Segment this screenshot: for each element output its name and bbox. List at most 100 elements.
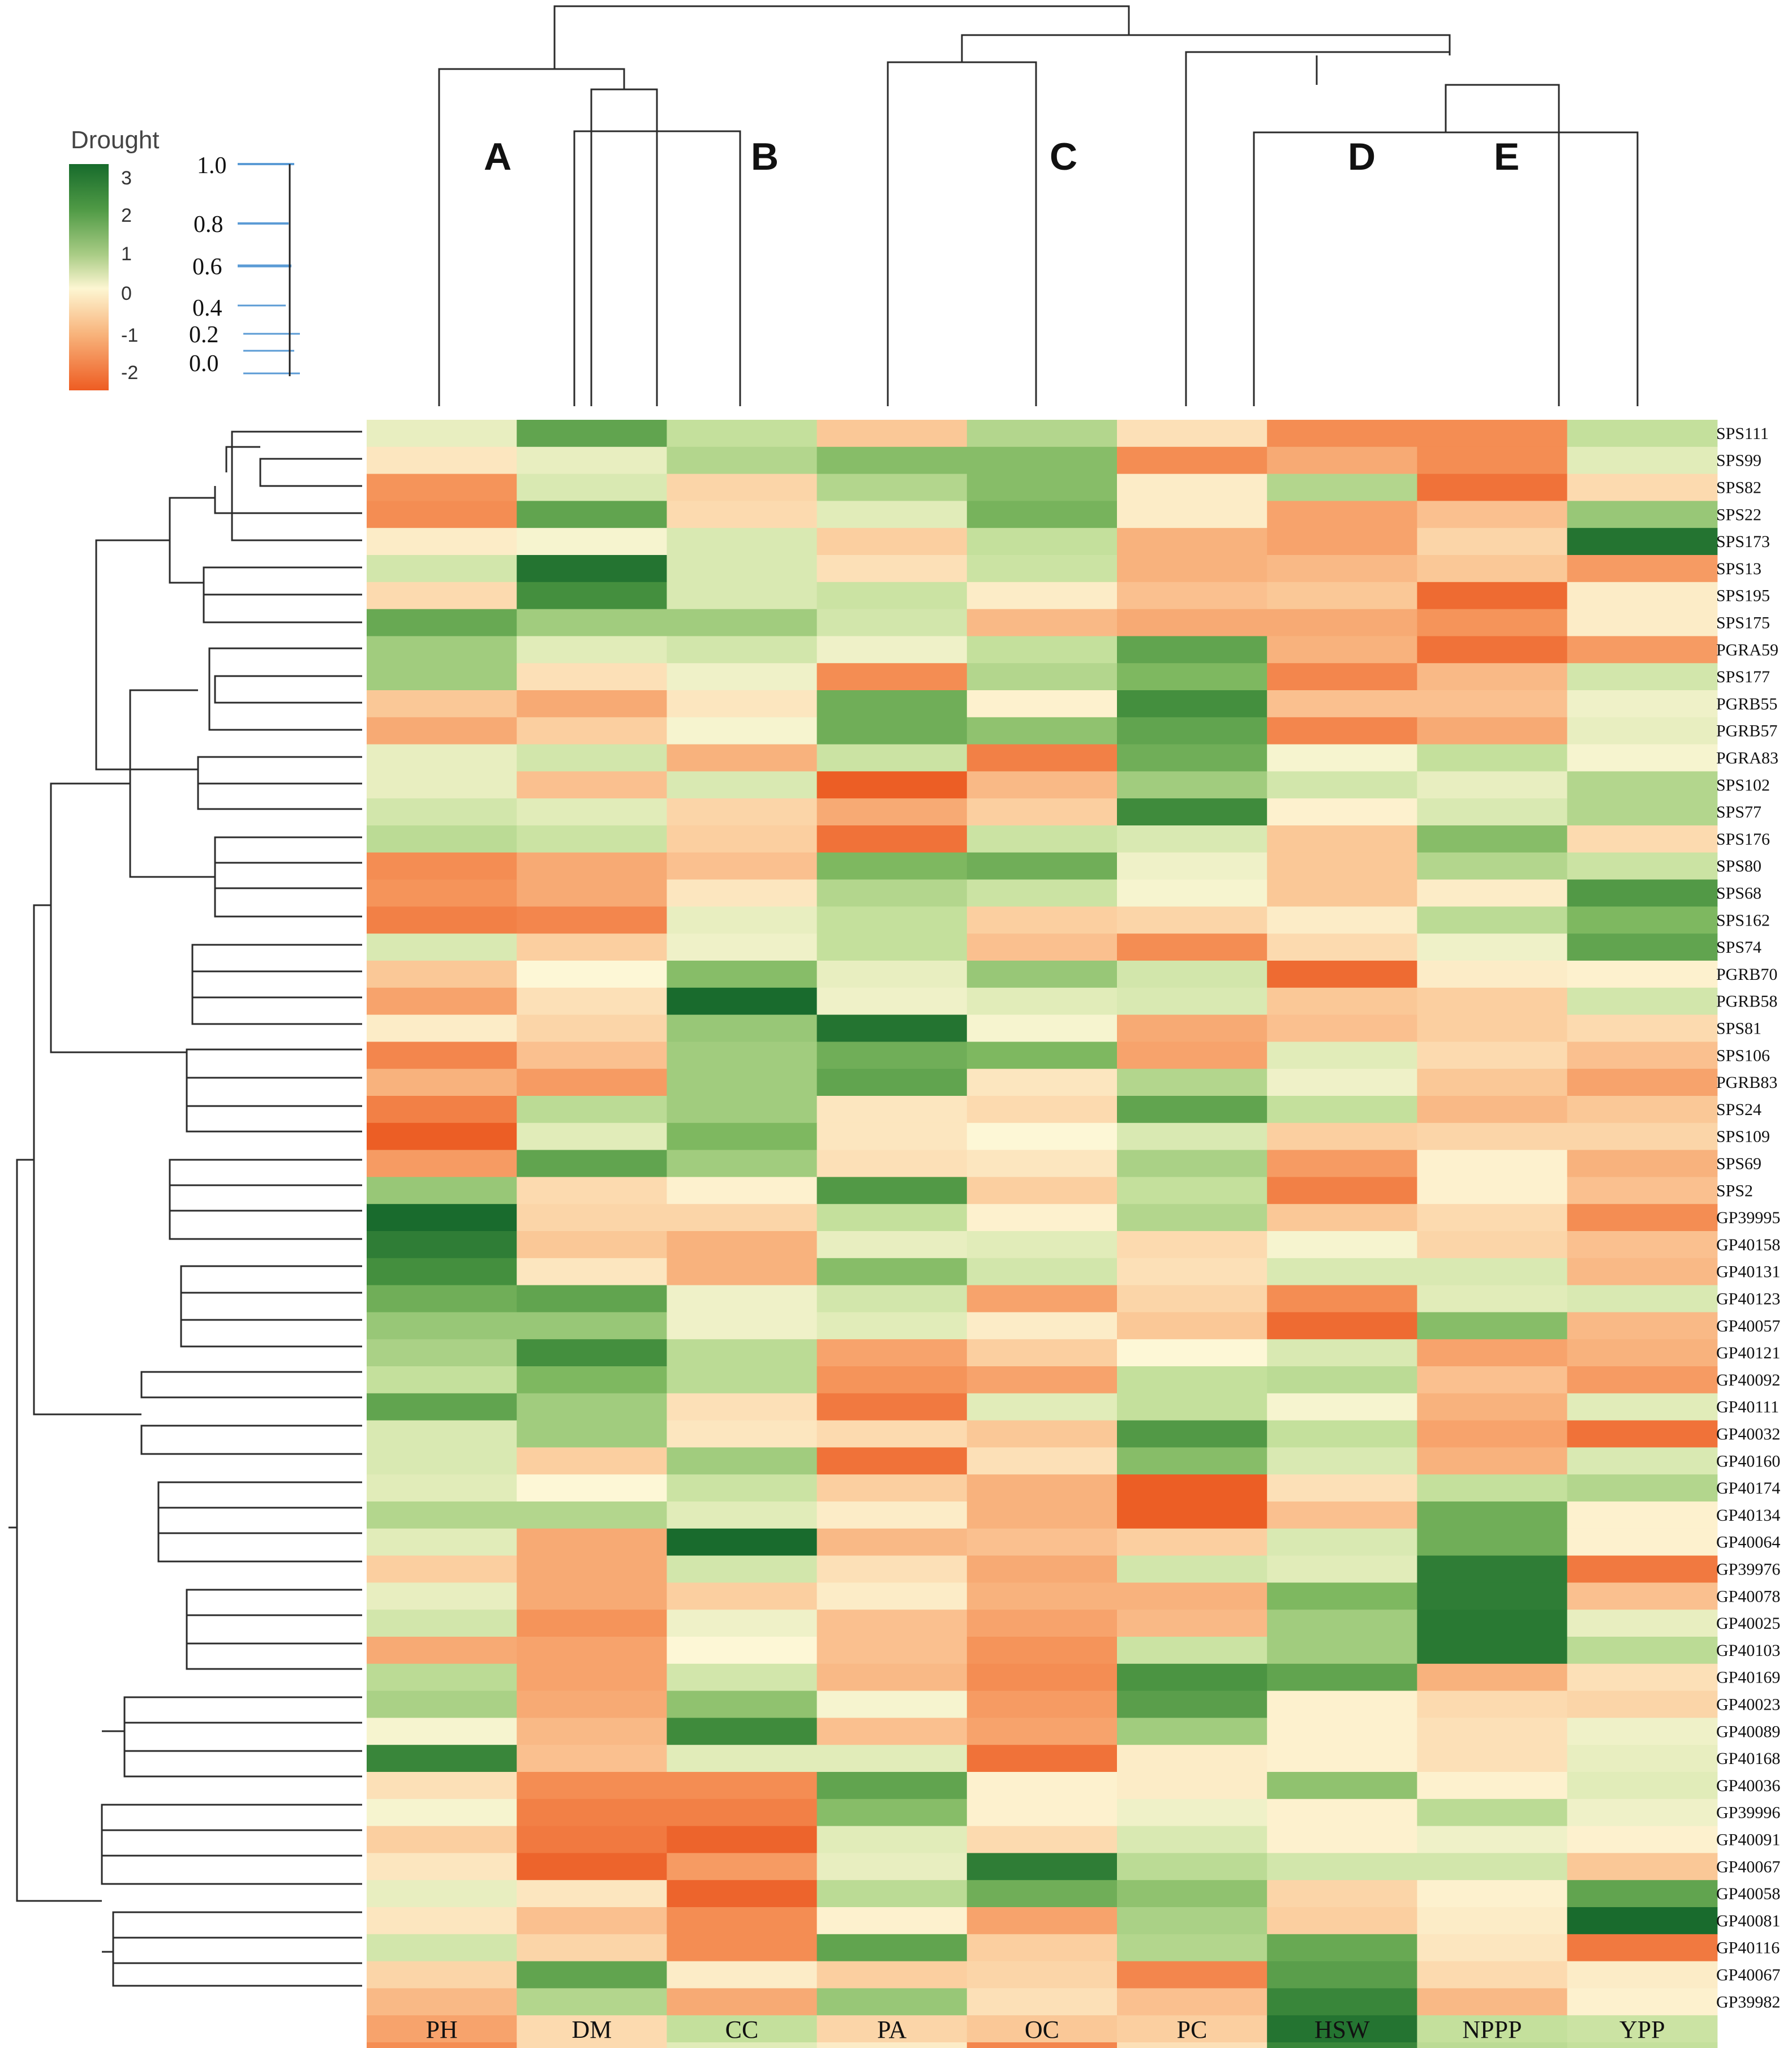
heatmap-cell xyxy=(1417,933,1568,961)
heatmap-cell xyxy=(1117,690,1267,718)
heatmap-cell xyxy=(667,582,818,610)
column-dendrogram: A B C D E xyxy=(438,5,1639,406)
heatmap-cell xyxy=(966,636,1118,664)
heatmap-cell xyxy=(667,744,818,772)
heatmap-cell xyxy=(1567,609,1718,636)
heatmap-cell xyxy=(966,1934,1118,1962)
row-label: GP40103 xyxy=(1716,1641,1780,1660)
heatmap-cell xyxy=(1417,1772,1568,1800)
heatmap-cell xyxy=(667,1718,818,1745)
heatmap-cell xyxy=(966,987,1118,1016)
heatmap-cell xyxy=(1567,1610,1718,1637)
heatmap-cell xyxy=(667,1204,818,1232)
heatmap-cell xyxy=(1567,1096,1718,1124)
heatmap-cell xyxy=(966,1285,1118,1313)
heatmap-cell xyxy=(1267,961,1417,988)
heatmap-cell xyxy=(667,2042,818,2048)
heatmap-cell xyxy=(966,717,1118,745)
heatmap-cell xyxy=(817,1069,968,1096)
heatmap-cell xyxy=(517,1042,667,1069)
row-label: GP40067 xyxy=(1716,1966,1780,1985)
heatmap-cell xyxy=(1567,555,1718,583)
heatmap-cell xyxy=(1417,987,1568,1016)
heatmap-cell xyxy=(1267,1231,1417,1259)
heatmap-cell xyxy=(1267,1096,1417,1124)
heatmap-cell xyxy=(1417,420,1568,448)
heatmap-cell xyxy=(1567,1637,1718,1664)
heatmap-cell xyxy=(517,663,667,691)
heatmap-cell xyxy=(966,1853,1118,1881)
row-label: SPS195 xyxy=(1716,587,1770,605)
heatmap-cell xyxy=(817,420,968,448)
heatmap-cell xyxy=(1117,1934,1267,1962)
heatmap-cell xyxy=(1267,1528,1417,1556)
heatmap-cell xyxy=(367,1663,517,1692)
heatmap-cell xyxy=(1567,879,1718,907)
heatmap-cell xyxy=(1117,1610,1267,1637)
heatmap-cell xyxy=(966,501,1118,528)
heatmap-cell xyxy=(1117,1772,1267,1800)
heatmap-cell xyxy=(367,1177,517,1204)
heatmap-cell xyxy=(1267,1826,1417,1853)
heatmap-cell xyxy=(667,1258,818,1286)
heatmap-cell xyxy=(1267,1853,1417,1881)
heatmap-cell xyxy=(367,1637,517,1664)
heatmap-cell xyxy=(517,636,667,664)
heatmap-cell xyxy=(1117,798,1267,826)
heatmap-cell xyxy=(1267,1393,1417,1421)
heatmap-cell xyxy=(367,1420,517,1448)
heatmap-cell xyxy=(966,2015,1118,2043)
heatmap-cell xyxy=(667,1772,818,1800)
heatmap-cell xyxy=(667,528,818,556)
heatmap-cell xyxy=(517,1258,667,1286)
heatmap-cell xyxy=(517,744,667,772)
heatmap-cell xyxy=(1567,1447,1718,1475)
heatmap-cell xyxy=(517,906,667,934)
heatmap-cell xyxy=(667,636,818,664)
heatmap-cell xyxy=(1267,1204,1417,1232)
heatmap-cell xyxy=(1567,2015,1718,2043)
heatmap-cell xyxy=(817,852,968,880)
heatmap-cell xyxy=(966,1042,1118,1069)
heatmap-cell xyxy=(667,1637,818,1664)
heatmap-cell xyxy=(1117,1042,1267,1069)
heatmap-cell xyxy=(1567,771,1718,799)
heatmap-cell xyxy=(517,1366,667,1394)
row-label: GP40158 xyxy=(1716,1236,1780,1254)
heatmap-cell xyxy=(966,474,1118,501)
cluster-label: E xyxy=(1494,135,1519,178)
heatmap-cell xyxy=(367,1150,517,1177)
heatmap-cell xyxy=(817,663,968,691)
heatmap-cell xyxy=(1567,1934,1718,1962)
heatmap-cell xyxy=(1567,1826,1718,1853)
heatmap-cell xyxy=(817,1177,968,1204)
heatmap-cell xyxy=(966,446,1118,475)
heatmap-cell xyxy=(1417,1663,1568,1692)
cluster-label: B xyxy=(751,135,779,178)
heatmap-cell xyxy=(667,555,818,583)
heatmap-cell xyxy=(367,961,517,988)
heatmap-cell xyxy=(667,1069,818,1096)
heatmap-cell xyxy=(1417,1853,1568,1881)
heatmap-cell xyxy=(1267,1880,1417,1908)
heatmap-cell xyxy=(1267,1501,1417,1529)
heatmap-cell xyxy=(1567,1285,1718,1313)
heatmap-cell xyxy=(1267,1150,1417,1177)
scale-label: 0.2 xyxy=(189,322,219,348)
heatmap-cell xyxy=(1117,636,1267,664)
heatmap-cell xyxy=(1417,528,1568,556)
heatmap-cell xyxy=(817,987,968,1016)
heatmap-cell xyxy=(1267,663,1417,691)
heatmap-cell xyxy=(1117,420,1267,448)
heatmap-cell xyxy=(1567,1718,1718,1745)
heatmap-cell xyxy=(966,1690,1118,1718)
heatmap-cell xyxy=(517,446,667,475)
heatmap-cell xyxy=(966,1150,1118,1177)
heatmap-cell xyxy=(817,1096,968,1124)
heatmap-cell xyxy=(966,663,1118,691)
heatmap-cell xyxy=(367,933,517,961)
heatmap-cell xyxy=(817,1042,968,1069)
heatmap-cell xyxy=(817,1312,968,1340)
heatmap-cell xyxy=(1117,933,1267,961)
row-label: GP40089 xyxy=(1716,1722,1780,1741)
